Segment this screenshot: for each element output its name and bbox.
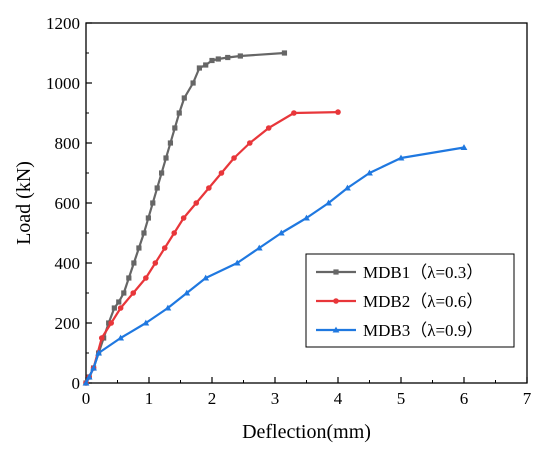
data-point	[303, 214, 310, 221]
data-point	[180, 215, 187, 221]
data-point	[202, 274, 210, 281]
data-point	[98, 335, 105, 341]
legend-item: MDB2（λ=0.6）	[316, 292, 483, 311]
data-point	[171, 230, 177, 236]
data-point	[131, 260, 137, 266]
x-tick-label: 0	[82, 389, 91, 408]
data-point	[85, 373, 93, 380]
data-point	[460, 144, 468, 151]
data-point	[193, 200, 200, 206]
x-tick-label: 3	[271, 389, 280, 408]
data-point	[130, 290, 137, 296]
data-point	[281, 50, 288, 56]
y-tick-label: 0	[72, 374, 81, 393]
data-point	[247, 140, 253, 146]
data-point	[231, 155, 237, 161]
data-point	[325, 199, 332, 206]
x-tick-label: 6	[460, 389, 469, 408]
data-point	[142, 319, 150, 326]
data-point	[172, 125, 178, 131]
data-point	[164, 304, 172, 311]
y-axis-title: Load (kN)	[13, 161, 35, 245]
series-2	[83, 109, 341, 386]
y-tick-label: 200	[55, 314, 81, 333]
data-point	[150, 200, 156, 206]
data-point	[233, 259, 241, 266]
data-point	[209, 57, 215, 64]
data-point	[121, 290, 127, 296]
y-tick-label: 1200	[46, 14, 80, 33]
x-axis-ticks: 0 1 2 3 4 5 6 7	[82, 377, 532, 408]
y-tick-label: 800	[55, 134, 81, 153]
data-point	[196, 65, 202, 71]
series-line-2	[85, 111, 339, 384]
data-point	[108, 320, 114, 326]
data-point	[152, 260, 159, 266]
data-point	[145, 215, 151, 221]
data-point	[136, 245, 142, 251]
data-point	[203, 62, 209, 68]
legend-label: MDB3（λ=0.9）	[363, 321, 483, 340]
data-point	[82, 379, 90, 386]
data-point	[265, 125, 272, 131]
data-point	[181, 95, 187, 101]
data-point	[218, 170, 225, 176]
data-point	[154, 185, 160, 191]
data-point	[117, 334, 125, 341]
x-tick-label: 5	[397, 389, 406, 408]
data-point	[167, 140, 174, 146]
y-axis-ticks: 0 200 400 600 800 1000 1200	[46, 14, 92, 393]
data-point	[237, 53, 243, 59]
data-point	[190, 80, 196, 86]
x-tick-label: 4	[334, 389, 343, 408]
legend-label: MDB1（λ=0.3）	[363, 263, 483, 282]
data-point	[141, 230, 147, 236]
x-tick-label: 1	[145, 389, 154, 408]
legend-item: MDB1（λ=0.3）	[316, 263, 483, 282]
data-point	[143, 275, 149, 281]
legend-item: MDB3（λ=0.9）	[316, 321, 483, 340]
data-point	[90, 364, 97, 371]
data-point	[397, 154, 405, 161]
data-point	[366, 169, 373, 176]
series-3	[82, 144, 468, 386]
data-point	[225, 54, 231, 61]
data-point	[335, 109, 341, 115]
data-point	[291, 110, 297, 116]
legend-label: MDB2（λ=0.6）	[363, 292, 483, 311]
data-point	[344, 184, 351, 191]
legend: MDB1（λ=0.3） MDB2（λ=0.6） MDB3（λ=0.9）	[305, 253, 515, 348]
data-point	[277, 229, 285, 236]
y-tick-label: 1000	[46, 74, 80, 93]
legend-marker	[332, 326, 340, 333]
data-point	[116, 299, 122, 305]
y-tick-label: 400	[55, 254, 81, 273]
data-point	[215, 56, 221, 62]
y-tick-label: 600	[55, 194, 81, 213]
legend-marker	[333, 269, 339, 275]
x-axis-title: Deflection(mm)	[242, 421, 371, 443]
data-point	[117, 305, 124, 311]
data-point	[126, 275, 132, 281]
data-point	[163, 155, 169, 161]
data-point	[159, 170, 165, 176]
data-point	[95, 349, 102, 356]
data-point	[161, 245, 168, 251]
data-point	[255, 244, 263, 251]
data-point	[206, 185, 212, 191]
x-tick-label: 2	[208, 389, 217, 408]
data-point	[176, 110, 182, 116]
series-layer	[82, 50, 468, 386]
data-point	[183, 289, 191, 296]
legend-marker	[333, 298, 339, 304]
x-tick-label: 7	[523, 389, 532, 408]
data-point	[111, 305, 117, 311]
